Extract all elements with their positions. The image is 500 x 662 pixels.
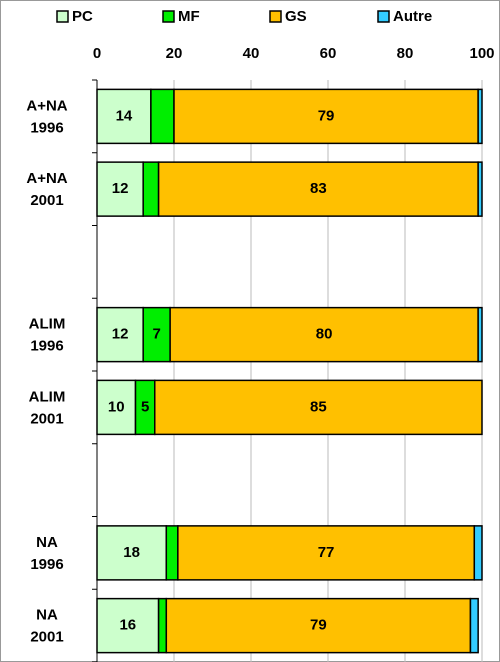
y-tick-label-line: A+NA [26,170,67,187]
y-tick-label-line: NA [36,534,58,551]
y-tick-label: A+NA 2001 [26,170,67,209]
data-label: 10 [108,398,125,415]
bar-segment [96,379,137,436]
legend-label: Autre [393,8,432,25]
y-tick-label-line: 2001 [30,192,63,209]
bar-segment [150,88,175,145]
x-tick-label: 20 [166,45,183,62]
x-tick-label: 40 [243,45,260,62]
y-tick-label: ALIM 1996 [29,316,66,355]
data-label: 83 [310,180,327,197]
bar-segment [96,161,144,217]
bar-segment [473,525,483,581]
y-tick-label: A+NA 1996 [26,97,67,136]
y-tick-label-line: A+NA [26,97,67,114]
bar-segment [477,161,483,217]
legend-swatch [56,10,69,23]
bar-segment [477,88,483,145]
y-tick-label-line: ALIM [29,316,66,333]
data-label: 79 [310,617,327,634]
data-label: 16 [119,617,136,634]
data-label: 5 [141,398,149,415]
bar-segment [157,161,479,217]
data-label: 18 [123,544,140,561]
x-tick-label: 60 [320,45,337,62]
bar-segment [477,306,483,363]
legend-label: MF [178,8,200,25]
y-tick-label: NA 1996 [30,534,63,573]
bar-segment [169,306,479,363]
data-label: 85 [310,398,327,415]
data-label: 12 [112,326,129,343]
bar-segment [177,525,476,581]
y-tick-label-line: 1996 [30,338,63,355]
bar-segment [96,525,168,581]
bar-segment [142,161,160,217]
x-tick-label: 0 [93,45,101,62]
bar-segment [96,306,144,363]
data-label: 79 [318,107,335,124]
bar-segment [142,306,171,363]
y-tick-label: ALIM 2001 [29,388,66,427]
legend-swatch [162,10,175,23]
data-label: 77 [318,544,335,561]
y-tick-label-line: 1996 [30,119,63,136]
legend-swatch [377,10,390,23]
bar-segment [154,379,483,436]
x-tick-label: 80 [397,45,414,62]
bar-segment [469,597,479,654]
legend-label: GS [285,8,307,25]
data-label: 7 [153,326,161,343]
y-tick-label-line: 1996 [30,556,63,573]
y-tick-label-line: NA [36,607,58,624]
data-label: 80 [316,326,333,343]
bar-segment [157,597,168,654]
x-tick-label: 100 [469,45,494,62]
bar-segment [165,525,179,581]
y-tick-label-line: 2001 [30,410,63,427]
y-tick-label-line: ALIM [29,388,66,405]
y-tick-label-line: 2001 [30,629,63,646]
legend-swatch [269,10,282,23]
y-tick-label: NA 2001 [30,607,63,646]
bar-segment [165,597,472,654]
data-label: 12 [112,180,129,197]
data-label: 14 [116,107,133,124]
legend-label: PC [72,8,93,25]
